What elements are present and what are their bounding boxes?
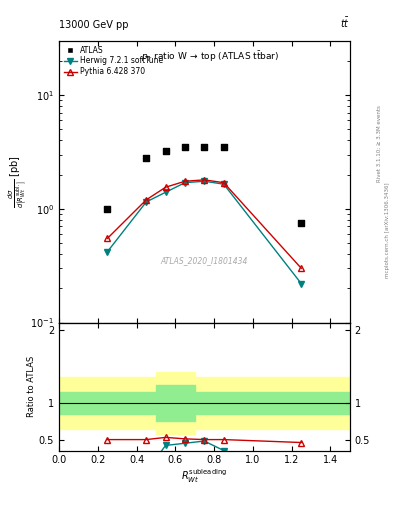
Text: ATLAS_2020_I1801434: ATLAS_2020_I1801434	[161, 256, 248, 265]
X-axis label: $R_{Wt}^{\rm subleading}$: $R_{Wt}^{\rm subleading}$	[181, 467, 228, 485]
Text: 13000 GeV pp: 13000 GeV pp	[59, 19, 129, 30]
Herwig 7.2.1 softTune	[144, 199, 149, 205]
ATLAS	[201, 143, 208, 151]
ATLAS	[162, 147, 169, 156]
Text: mcplots.cern.ch [arXiv:1306.3436]: mcplots.cern.ch [arXiv:1306.3436]	[385, 183, 389, 278]
Y-axis label: Ratio to ATLAS: Ratio to ATLAS	[27, 356, 36, 417]
Pythia 6.428 370	[221, 180, 226, 186]
Herwig 7.2.1 softTune	[105, 249, 110, 255]
Pythia 6.428 370	[105, 236, 110, 242]
ATLAS	[298, 219, 305, 227]
Pythia 6.428 370	[183, 178, 187, 184]
Line: Herwig 7.2.1 softTune: Herwig 7.2.1 softTune	[104, 178, 305, 287]
Pythia 6.428 370	[202, 177, 207, 183]
Pythia 6.428 370	[163, 184, 168, 190]
Pythia 6.428 370	[299, 265, 304, 271]
Herwig 7.2.1 softTune	[221, 181, 226, 187]
Herwig 7.2.1 softTune	[202, 178, 207, 184]
Line: Pythia 6.428 370: Pythia 6.428 370	[104, 177, 305, 271]
Text: Rivet 3.1.10; ≥ 3.3M events: Rivet 3.1.10; ≥ 3.3M events	[377, 105, 382, 182]
Herwig 7.2.1 softTune	[163, 189, 168, 196]
ATLAS	[143, 154, 149, 162]
ATLAS	[104, 205, 110, 213]
Herwig 7.2.1 softTune	[183, 180, 187, 186]
ATLAS	[182, 143, 188, 151]
Y-axis label: $\frac{d\sigma}{d\left[R_{Wt}^{\rm subl.}\right]}$ [pb]: $\frac{d\sigma}{d\left[R_{Wt}^{\rm subl.…	[7, 155, 29, 208]
Pythia 6.428 370	[144, 197, 149, 203]
Herwig 7.2.1 softTune	[299, 281, 304, 287]
ATLAS	[220, 143, 227, 151]
Text: $t\bar{t}$: $t\bar{t}$	[340, 16, 350, 30]
Legend: ATLAS, Herwig 7.2.1 softTune, Pythia 6.428 370: ATLAS, Herwig 7.2.1 softTune, Pythia 6.4…	[61, 43, 166, 79]
Text: $p_T$ ratio W$\,{\rightarrow}\,$top (ATLAS t$\bar{\mathrm{t}}$bar): $p_T$ ratio W$\,{\rightarrow}\,$top (ATL…	[141, 50, 279, 65]
